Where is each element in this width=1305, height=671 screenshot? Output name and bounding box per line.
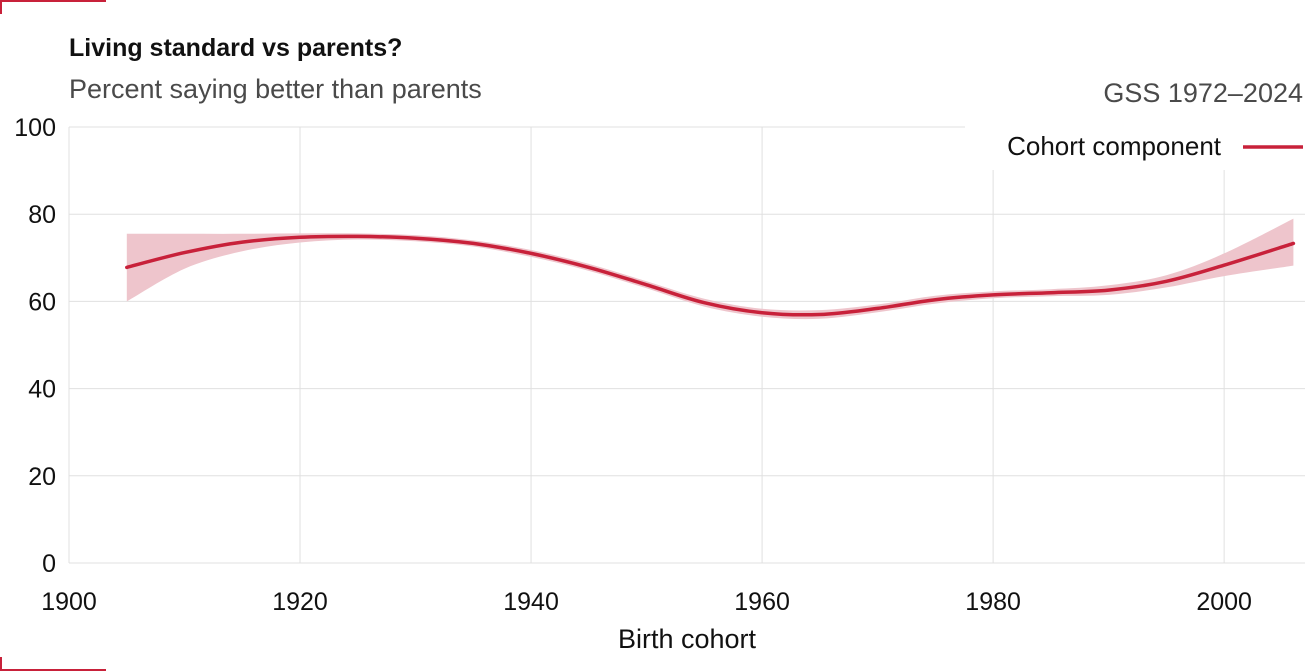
legend: Cohort component: [965, 122, 1305, 170]
y-tick-label: 0: [42, 550, 56, 578]
corner-mark-top-left: [0, 0, 2, 14]
y-tick-label: 40: [28, 376, 56, 404]
line-layer: [125, 234, 1296, 317]
series-line: [125, 234, 1296, 317]
y-tick-label: 60: [28, 288, 56, 316]
corner-mark-bottom: [0, 669, 106, 671]
corner-mark-top: [0, 0, 106, 2]
y-tick-label: 20: [28, 463, 56, 491]
x-tick-label: 1980: [965, 588, 1021, 616]
chart-title: Living standard vs parents?: [69, 34, 403, 62]
tick-layer: 0 20 40 60 80 100 1900 1920 1940 1960 1980 2000: [14, 114, 1252, 616]
source-note: GSS 1972–2024: [1103, 78, 1303, 108]
x-tick-label: 1960: [734, 588, 790, 616]
x-tick-label: 1940: [503, 588, 559, 616]
x-tick-label: 2000: [1196, 588, 1252, 616]
corner-mark-bottom-left: [0, 657, 2, 671]
chart-subtitle: Percent saying better than parents: [69, 74, 482, 104]
y-tick-label: 100: [14, 114, 56, 142]
grid-layer: [68, 126, 1305, 564]
x-tick-label: 1900: [41, 588, 97, 616]
y-tick-label: 80: [28, 201, 56, 229]
legend-label: Cohort component: [1007, 131, 1222, 161]
x-axis-label: Birth cohort: [618, 624, 757, 654]
x-tick-label: 1920: [272, 588, 328, 616]
